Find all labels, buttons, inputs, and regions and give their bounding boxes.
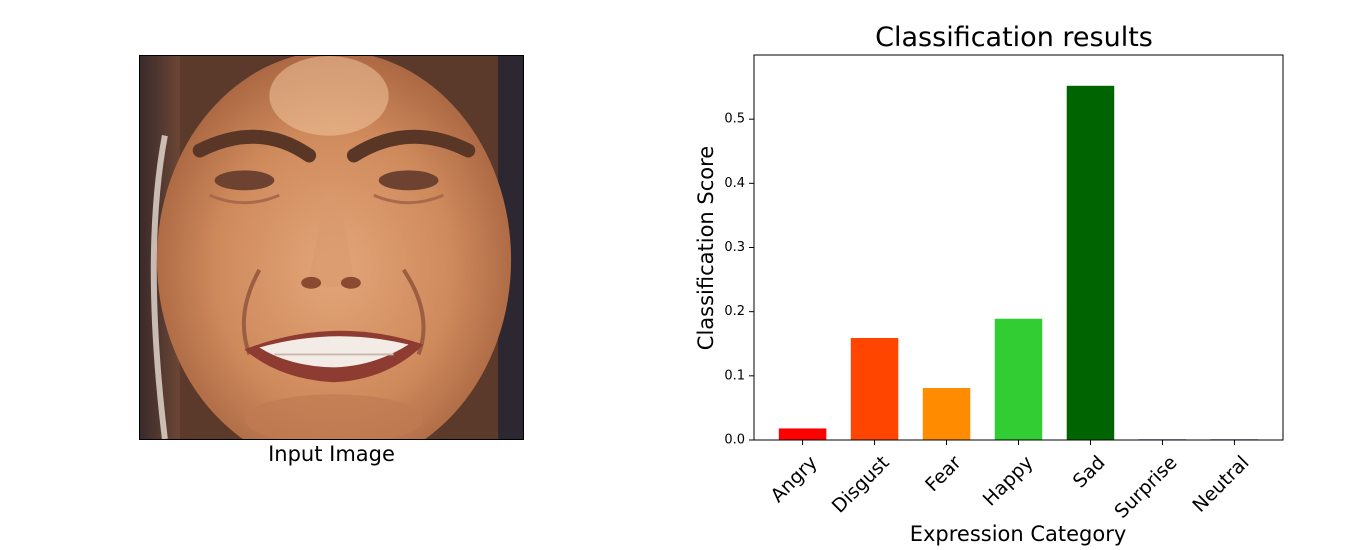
- y-tick-label: 0.2: [724, 304, 745, 319]
- y-axis: 0.0 0.1 0.2 0.3 0.4 0.5: [724, 112, 754, 448]
- x-axis-label: Expression Category: [910, 522, 1127, 546]
- y-tick-label: 0.3: [724, 240, 745, 255]
- bar-sad: [1066, 85, 1115, 441]
- y-tick-label: 0.4: [724, 176, 745, 191]
- x-axis: Angry Disgust Fear Happy Sad Surprise Neutral: [766, 440, 1254, 523]
- bar-disgust: [850, 337, 899, 440]
- y-tick-label: 0.5: [724, 112, 745, 127]
- face-photo: [140, 56, 523, 439]
- bar-happy: [994, 318, 1043, 440]
- input-image: [139, 55, 524, 440]
- x-tick-label-fear: Fear: [921, 451, 966, 496]
- x-tick-label-surprise: Surprise: [1110, 452, 1181, 523]
- input-image-caption: Input Image: [268, 442, 395, 466]
- y-tick-label: 0.1: [724, 368, 745, 383]
- y-tick-label: 0.0: [724, 433, 745, 448]
- bar-fear: [922, 388, 971, 440]
- x-tick-label-neutral: Neutral: [1188, 452, 1253, 517]
- x-tick-label-happy: Happy: [979, 452, 1038, 511]
- x-tick-label-disgust: Disgust: [828, 452, 894, 518]
- chart-title: Classification results: [875, 22, 1153, 53]
- bars: [778, 85, 1259, 441]
- bar-angry: [778, 428, 827, 440]
- x-tick-label-angry: Angry: [766, 452, 821, 507]
- x-tick-label-sad: Sad: [1069, 452, 1110, 493]
- y-axis-label: Classification Score: [694, 146, 718, 350]
